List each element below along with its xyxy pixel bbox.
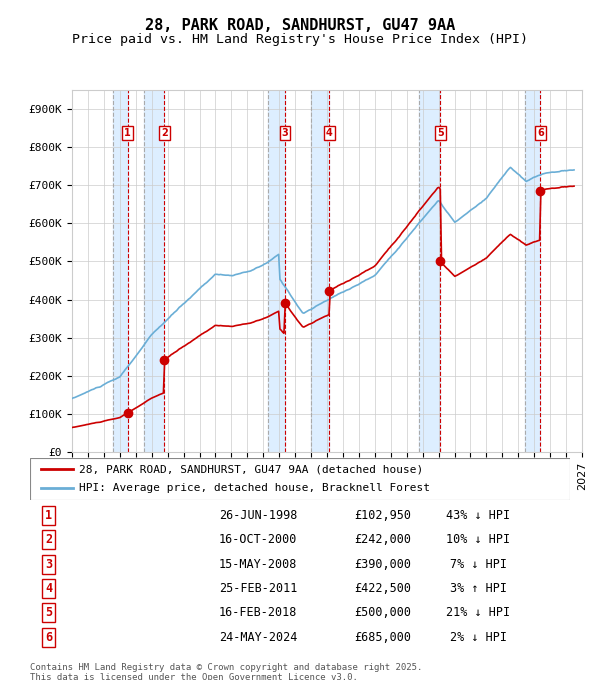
- Text: £685,000: £685,000: [354, 631, 411, 644]
- Bar: [113, 90, 128, 452]
- Bar: [419, 90, 440, 452]
- Bar: [311, 90, 329, 452]
- Bar: [268, 90, 285, 452]
- Text: £390,000: £390,000: [354, 558, 411, 571]
- Text: 4: 4: [326, 129, 333, 138]
- Text: 3% ↑ HPI: 3% ↑ HPI: [450, 582, 507, 595]
- Text: 2: 2: [161, 129, 167, 138]
- Text: 28, PARK ROAD, SANDHURST, GU47 9AA: 28, PARK ROAD, SANDHURST, GU47 9AA: [145, 18, 455, 33]
- Text: 6: 6: [537, 129, 544, 138]
- Text: 24-MAY-2024: 24-MAY-2024: [219, 631, 298, 644]
- Text: 25-FEB-2011: 25-FEB-2011: [219, 582, 298, 595]
- Text: £102,950: £102,950: [354, 509, 411, 522]
- Bar: [550, 90, 582, 452]
- Text: 26-JUN-1998: 26-JUN-1998: [219, 509, 298, 522]
- Text: 4: 4: [46, 582, 52, 595]
- Text: 7% ↓ HPI: 7% ↓ HPI: [450, 558, 507, 571]
- Bar: [524, 90, 541, 452]
- Text: 21% ↓ HPI: 21% ↓ HPI: [446, 607, 510, 619]
- Text: 5: 5: [437, 129, 444, 138]
- Text: 28, PARK ROAD, SANDHURST, GU47 9AA (detached house): 28, PARK ROAD, SANDHURST, GU47 9AA (deta…: [79, 464, 423, 475]
- Text: 15-MAY-2008: 15-MAY-2008: [219, 558, 298, 571]
- Text: 2: 2: [46, 533, 52, 546]
- Text: 1: 1: [124, 129, 131, 138]
- Text: Price paid vs. HM Land Registry's House Price Index (HPI): Price paid vs. HM Land Registry's House …: [72, 33, 528, 46]
- Text: 5: 5: [46, 607, 52, 619]
- Text: 43% ↓ HPI: 43% ↓ HPI: [446, 509, 510, 522]
- Text: Contains HM Land Registry data © Crown copyright and database right 2025.
This d: Contains HM Land Registry data © Crown c…: [30, 663, 422, 680]
- Text: £242,000: £242,000: [354, 533, 411, 546]
- Text: 2% ↓ HPI: 2% ↓ HPI: [450, 631, 507, 644]
- Text: 3: 3: [46, 558, 52, 571]
- Text: 1: 1: [46, 509, 52, 522]
- Text: 3: 3: [282, 129, 289, 138]
- Text: 6: 6: [46, 631, 52, 644]
- Bar: [144, 90, 164, 452]
- FancyBboxPatch shape: [30, 458, 570, 500]
- Text: 10% ↓ HPI: 10% ↓ HPI: [446, 533, 510, 546]
- Text: £422,500: £422,500: [354, 582, 411, 595]
- Text: 16-FEB-2018: 16-FEB-2018: [219, 607, 298, 619]
- Text: £500,000: £500,000: [354, 607, 411, 619]
- Text: HPI: Average price, detached house, Bracknell Forest: HPI: Average price, detached house, Brac…: [79, 483, 430, 493]
- Text: 16-OCT-2000: 16-OCT-2000: [219, 533, 298, 546]
